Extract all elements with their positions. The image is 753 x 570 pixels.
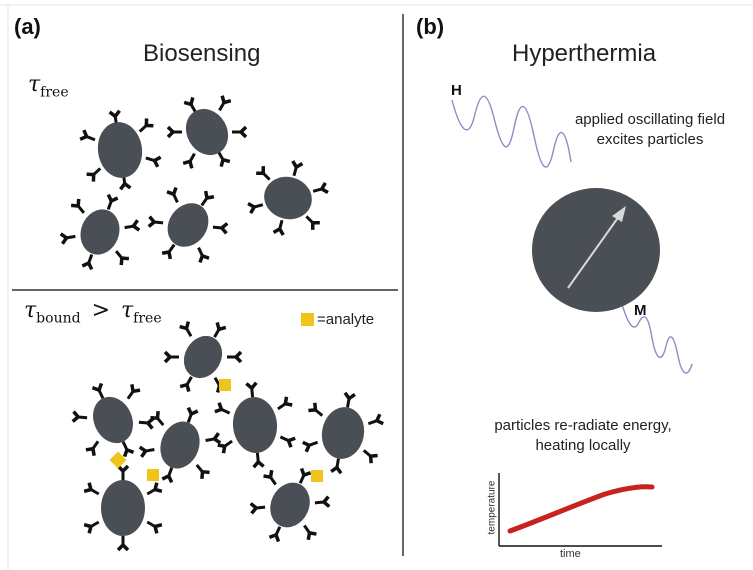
analyte-legend-icon <box>301 313 314 326</box>
analyte-1 <box>219 379 231 391</box>
analyte-legend-label: =analyte <box>317 311 375 328</box>
greater-than-sign: > <box>91 298 110 323</box>
particle-bound-1 <box>163 319 243 395</box>
particle-free-5 <box>146 185 230 265</box>
tau-free-label: τfree <box>28 72 69 100</box>
hyperthermia-title: Hyperthermia <box>512 40 657 67</box>
particle-bound-7 <box>248 466 332 544</box>
tau-free-subscript: free <box>40 84 69 101</box>
reradiate-caption: particles re-radiate energy, heating loc… <box>458 416 708 457</box>
particle-bound-5 <box>301 390 385 476</box>
applied-field-caption: applied oscillating field excites partic… <box>560 110 740 151</box>
particle-free-1 <box>78 108 163 192</box>
temperature-graph <box>498 473 662 547</box>
particle-bound-4 <box>213 380 297 470</box>
tau-inequality-label: τbound > τfree <box>24 298 162 326</box>
tau-symbol-free: τ <box>121 298 134 323</box>
field-m-label: M <box>634 302 647 319</box>
panel-a-label: (a) <box>14 14 41 39</box>
tau-symbol-bound: τ <box>24 298 37 323</box>
particle-bound-6 <box>82 464 164 552</box>
analyte-4 <box>311 470 323 482</box>
tau-symbol: τ <box>28 72 41 97</box>
free-particles <box>58 93 330 272</box>
magnetization-wave <box>619 297 693 374</box>
biosensing-title: Biosensing <box>143 40 261 67</box>
bound-particles <box>70 319 385 552</box>
particle-free-4 <box>58 192 142 272</box>
particle-free-3 <box>246 159 330 237</box>
graph-y-label: temperature <box>486 480 498 535</box>
particle-bound-3 <box>137 405 223 485</box>
particle-bound-2 <box>70 381 156 459</box>
applied-field-caption-line2: excites particles <box>596 131 704 149</box>
particle-free-2 <box>166 93 248 171</box>
analyte-2 <box>147 469 159 481</box>
field-h-label: H <box>451 82 462 99</box>
reradiate-caption-line1: particles re-radiate energy, <box>494 417 672 434</box>
applied-field-wave <box>451 95 572 168</box>
reradiate-caption-line2: heating locally <box>535 437 631 455</box>
tau-free-subscript-2: free <box>133 310 162 327</box>
graph-x-label: time <box>560 548 581 560</box>
magnetic-moment-arrow-icon <box>567 206 626 289</box>
applied-field-caption-line1: applied oscillating field <box>574 111 726 128</box>
panel-b-label: (b) <box>416 14 445 39</box>
tau-bound-subscript: bound <box>36 310 81 327</box>
analyte-3 <box>109 451 127 469</box>
analytes <box>109 313 323 482</box>
temperature-curve <box>507 484 655 534</box>
